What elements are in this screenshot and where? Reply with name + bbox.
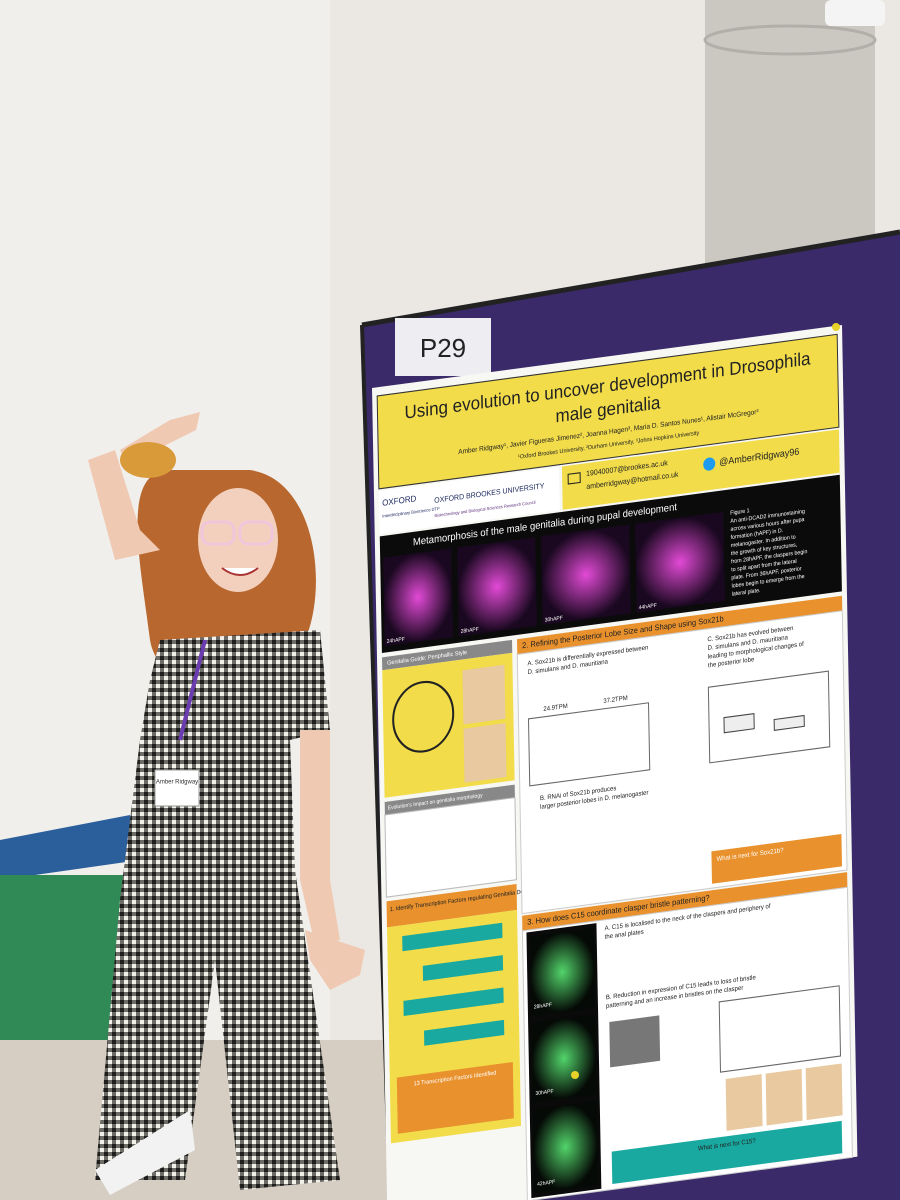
shoe — [95, 1110, 195, 1195]
micrograph — [462, 664, 506, 725]
tpm-label: 37.2TPM — [603, 695, 627, 705]
glasses — [200, 520, 236, 546]
evolution-box — [384, 796, 517, 898]
diagram — [392, 680, 455, 753]
caption-line: lateral plate. — [732, 588, 761, 598]
stage-label: 28hAPF — [534, 1002, 552, 1011]
micrograph — [463, 723, 507, 783]
micrograph — [805, 1063, 843, 1121]
flow-step — [422, 955, 504, 981]
badge-name: Amber Ridgway — [156, 780, 198, 786]
stage-label: 30hAPF — [545, 615, 563, 624]
twitter-icon — [703, 457, 716, 471]
light-fixture — [825, 0, 885, 26]
scrunchie — [120, 442, 176, 478]
section-header — [522, 872, 848, 931]
tpm-label: 24.9TPM — [543, 703, 567, 713]
box — [773, 714, 805, 731]
micrograph — [532, 1100, 599, 1194]
result-box — [396, 1062, 514, 1134]
micrograph — [725, 1074, 763, 1131]
flow-step — [403, 987, 504, 1017]
boxplot — [707, 670, 831, 764]
stage-label: 28hAPF — [461, 626, 479, 635]
stage-label: 30hAPF — [535, 1089, 553, 1098]
flow-step — [424, 1019, 505, 1046]
poster: Using evolution to uncover development i… — [372, 325, 858, 1200]
box — [723, 712, 755, 734]
plot — [527, 702, 651, 787]
logo-text: OXFORD — [382, 493, 416, 508]
hand — [305, 930, 365, 990]
mail-icon — [567, 472, 581, 485]
stage-label: 44hAPF — [639, 603, 657, 612]
lanyard — [178, 639, 207, 741]
glasses — [238, 520, 274, 546]
pillar-ring — [703, 24, 877, 56]
section-header — [517, 595, 843, 655]
box-header — [382, 639, 513, 671]
micrograph — [383, 548, 453, 647]
board-label: P29 — [420, 333, 466, 363]
arm — [300, 730, 340, 945]
face — [198, 488, 278, 592]
pin — [571, 1071, 579, 1079]
person: Amber Ridgway — [88, 412, 365, 1195]
micrograph — [529, 927, 596, 1017]
logo-strip — [378, 466, 560, 535]
smile — [221, 567, 259, 576]
micrograph — [541, 524, 631, 625]
contact-strip — [561, 429, 840, 510]
box-header — [384, 784, 515, 816]
floor — [0, 1040, 420, 1200]
micrograph — [635, 512, 725, 613]
stage-label: 42hAPF — [537, 1179, 555, 1188]
flow-step — [402, 922, 503, 952]
caption-line: Figure 1 — [730, 508, 749, 517]
stage-label: 24hAPF — [387, 636, 405, 645]
next-box — [711, 833, 843, 884]
arm — [88, 450, 160, 560]
box-header — [386, 883, 518, 928]
pin — [832, 323, 840, 331]
board-label-card — [395, 318, 491, 376]
name-badge — [154, 769, 200, 807]
board-frame — [361, 229, 900, 328]
title-band — [376, 333, 840, 490]
bench-top — [0, 815, 140, 880]
micrograph — [531, 1014, 597, 1103]
next-box — [611, 1120, 843, 1185]
micrograph — [609, 1015, 661, 1068]
micrograph — [457, 537, 537, 637]
plot — [718, 985, 842, 1073]
micrograph — [765, 1068, 803, 1126]
